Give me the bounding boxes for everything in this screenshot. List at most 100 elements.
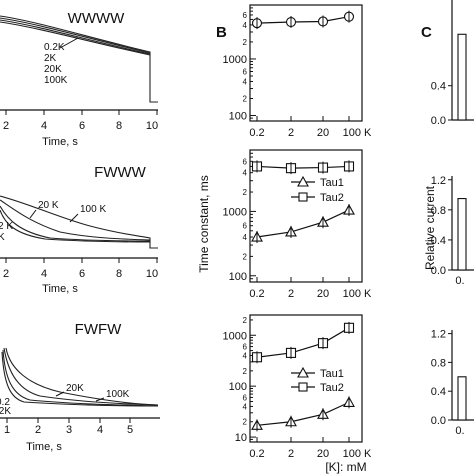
y-minor-tick-label: 2 <box>243 94 248 103</box>
y-tick-label: 0.0 <box>431 415 446 427</box>
y-tick-label: 1000 <box>223 330 247 342</box>
y-minor-tick-label: 6 <box>243 157 248 166</box>
y-tick-label: 0.4 <box>431 235 446 247</box>
x-tick-label: 0.2 <box>249 127 264 139</box>
panel-label-b: B <box>216 24 227 41</box>
trace-label: 20K <box>66 383 84 394</box>
y-minor-tick-label: 4 <box>243 169 248 178</box>
x-tick-label: 5 <box>127 424 133 436</box>
trace-panel-fwww: FWWW 2 4 6 8 10 Time, s 20 K 100 K 2 K K <box>0 164 158 295</box>
time-constant-plot-middle: 2 4 6 2 4 6 100 1000 0.2 2 20 100 K <box>223 149 372 300</box>
y-tick-label: 0.4 <box>431 81 446 93</box>
label-pointer <box>59 37 79 49</box>
legend-bottom: Tau1 Tau2 <box>291 366 344 394</box>
y-minor-tick-label: 6 <box>243 11 248 20</box>
x-tick-label: 2 <box>3 268 9 280</box>
trace-label: K <box>0 232 5 243</box>
trace-label: 2 K <box>0 221 13 232</box>
x-tick-label: 2 <box>288 448 294 460</box>
x-tick-label: 100 K <box>343 448 372 460</box>
trace-label: 2K <box>44 53 57 64</box>
x-tick-label: 0. <box>455 425 464 437</box>
trace-label: 0.2 <box>0 397 10 408</box>
x-tick-label: 4 <box>97 424 103 436</box>
bar <box>457 198 467 271</box>
label-pointer <box>95 397 105 402</box>
y-minor-tick-label: 2 <box>243 316 248 325</box>
series-line-tau <box>256 16 350 24</box>
series-line-tau1 <box>256 401 350 426</box>
trace-2k <box>2 349 159 407</box>
y-minor-tick-label: 2 <box>243 188 248 197</box>
plot-frame <box>249 314 363 443</box>
bar <box>457 376 467 421</box>
y-minor-tick-label: 2 <box>243 418 248 427</box>
trace-100k <box>0 15 158 103</box>
y-minor-tick-label: 4 <box>243 233 248 242</box>
x-tick-label: 100 K <box>343 127 372 139</box>
x-tick-label: 20 <box>317 127 329 139</box>
panel-title: FWFW <box>75 321 122 338</box>
trace-20k <box>0 17 151 54</box>
label-pointer <box>29 209 37 219</box>
x-axis-label: [K]: mM <box>325 460 366 474</box>
trace-0.2k <box>0 21 151 56</box>
legend-marker-triangle <box>297 366 309 378</box>
x-tick-label: 6 <box>79 120 85 132</box>
y-minor-tick-label: 4 <box>243 402 248 411</box>
y-minor-tick-label: 4 <box>243 77 248 86</box>
x-tick-label: 20 <box>317 288 329 300</box>
relative-current-plot-middle: 1.2 0.8 0.4 0.0 0. <box>431 175 474 287</box>
relative-current-plot-bottom: 1.2 0.8 0.4 0.0 0. <box>431 329 474 437</box>
trace-label: 0.2K <box>44 42 65 53</box>
panel-title: WWWW <box>68 10 125 27</box>
trace-2k <box>0 205 151 242</box>
x-tick-label: 2 <box>288 288 294 300</box>
y-minor-tick-label: 2 <box>243 367 248 376</box>
trace-label: 20 K <box>38 200 59 211</box>
trace-2k <box>0 19 151 55</box>
y-tick-label: 0.0 <box>431 265 446 277</box>
y-minor-tick-label: 4 <box>243 352 248 361</box>
y-tick-label: 100 <box>229 111 247 123</box>
x-tick-label: 8 <box>116 268 122 280</box>
relative-current-plot-top: 0.4 0.0 <box>431 0 474 127</box>
y-tick-label: 0.4 <box>431 386 446 398</box>
trace-100k <box>0 195 158 249</box>
bar <box>457 33 467 121</box>
trace-panel-fwfw: FWFW 1 2 3 4 5 Time, s 20K 100K 0.2 .2K <box>0 321 160 453</box>
plot-frame <box>249 149 363 283</box>
x-tick-label: 8 <box>116 120 122 132</box>
x-axis-label: Time, s <box>42 283 78 295</box>
legend-label-tau2: Tau2 <box>320 192 344 204</box>
y-axis-label: Relative current <box>423 185 437 270</box>
x-tick-label: 4 <box>41 120 47 132</box>
y-minor-tick-label: 6 <box>243 393 248 402</box>
x-tick-label: 3 <box>66 424 72 436</box>
y-tick-label: 10 <box>235 432 247 444</box>
y-minor-tick-label: 4 <box>243 21 248 30</box>
x-tick-label: 2 <box>35 424 41 436</box>
trace-label: 100K <box>44 75 68 86</box>
y-tick-label: 1.2 <box>431 175 446 187</box>
legend-label-tau1: Tau1 <box>320 368 344 380</box>
x-tick-label: 0. <box>455 275 464 287</box>
y-minor-tick-label: 2 <box>243 252 248 261</box>
trace-100k <box>5 347 159 406</box>
legend-label-tau1: Tau1 <box>320 177 344 189</box>
series-line-tau2 <box>256 327 350 358</box>
panel-title: FWWW <box>94 164 146 181</box>
trace-panel-wwww: WWWW 2 4 6 8 10 Time, s 0.2K 2K 20K 100K <box>0 10 158 148</box>
x-tick-label: 10 <box>146 268 158 280</box>
y-minor-tick-label: 6 <box>243 343 248 352</box>
label-pointer <box>69 213 79 223</box>
x-tick-label: 6 <box>79 268 85 280</box>
x-axis-label: Time, s <box>42 136 78 148</box>
legend-marker-square <box>298 382 308 392</box>
y-minor-tick-label: 6 <box>243 68 248 77</box>
legend-label-tau2: Tau2 <box>320 382 344 394</box>
trace-20k <box>3 347 159 406</box>
